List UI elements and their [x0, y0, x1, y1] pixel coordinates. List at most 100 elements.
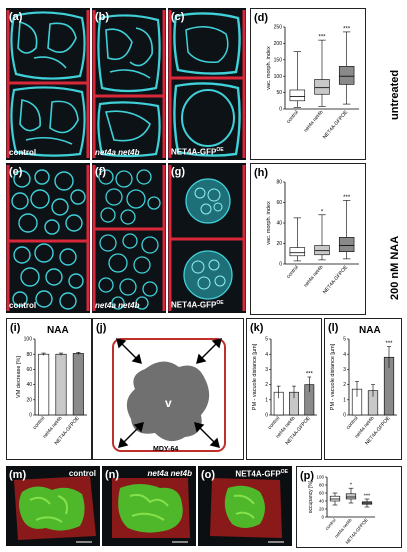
render-n-image — [102, 466, 196, 546]
chart-d: 0 50 100 150 200 250 vac. morph. index control *… — [250, 8, 366, 160]
d-y-tick-label: 50 — [276, 90, 282, 96]
h-y-axis-label: vac. morph. index — [266, 201, 272, 245]
chart-p: 0 20 40 60 80 100 occupancy [%] control * net4a n… — [296, 466, 402, 548]
panel-label-m: (m) — [9, 469, 27, 481]
diagram-j: v MDY-64 (j) — [92, 318, 244, 460]
micrograph-f-image — [92, 163, 166, 313]
h-category-label: NET4A-GFPOE — [322, 264, 350, 295]
panel-label-i: (i) — [10, 322, 21, 334]
panel-caption-g: NET4A-GFPOE — [171, 300, 224, 310]
l-y-tick-label: 1 — [343, 397, 346, 403]
panel-label-l: (l) — [328, 322, 339, 334]
k-y-tick-label: 3 — [265, 367, 268, 373]
render-o-image — [198, 466, 292, 546]
k-y-tick-label: 0 — [265, 413, 268, 419]
d-box — [314, 79, 330, 95]
d-category-label: net4a net4b — [303, 109, 325, 133]
micrograph-e: (e) control — [6, 163, 90, 313]
k-significance: *** — [306, 372, 314, 378]
panel-label-g: (g) — [171, 166, 186, 178]
chart-l-title: NAA — [359, 325, 381, 336]
d-y-tick-label: 150 — [274, 57, 283, 63]
p-y-axis-label: occupancy [%] — [308, 480, 314, 513]
micrograph-f: (f) net4a net4b — [92, 163, 166, 313]
micrograph-a-image — [6, 8, 90, 160]
p-significance: *** — [364, 494, 371, 500]
chart-h: 0 20 40 60 80 vac. morph. index control * net4a … — [250, 163, 366, 315]
panel-caption-f: net4a net4b — [95, 301, 140, 310]
panel-caption-m: control — [68, 469, 96, 478]
p-y-tick-label: 100 — [316, 475, 324, 480]
l-category-label: control — [345, 415, 359, 430]
d-y-tick-label: 100 — [274, 74, 283, 80]
panel-label-h: (h) — [254, 167, 269, 179]
i-y-tick-label: 60 — [26, 367, 32, 373]
h-category-label: control — [286, 264, 300, 279]
h-y-tick-label: 80 — [276, 180, 282, 186]
h-y-tick-label: 40 — [276, 221, 282, 227]
k-y-tick-label: 1 — [265, 397, 268, 403]
h-significance: *** — [343, 195, 351, 201]
p-y-tick-label: 60 — [319, 491, 325, 496]
panel-label-b: (b) — [95, 11, 110, 23]
diagram-j-svg: v MDY-64 — [112, 338, 226, 453]
chart-i-title: NAA — [47, 325, 69, 336]
i-y-tick-label: 100 — [24, 337, 33, 343]
panel-label-o: (o) — [201, 469, 216, 481]
i-category-label: control — [32, 415, 46, 430]
panel-caption-e: control — [9, 301, 37, 310]
k-y-axis-label: PM - vacuole distance [µm] — [252, 343, 258, 410]
i-y-tick-label: 20 — [26, 397, 32, 403]
d-category-label: NET4A-GFPOE — [322, 109, 350, 140]
chart-d-svg: 0 50 100 150 200 250 vac. morph. index control *… — [266, 25, 359, 140]
h-box — [338, 237, 355, 252]
d-y-tick-label: 250 — [274, 25, 283, 31]
i-y-axis-label: VM decrease [%] — [16, 356, 22, 398]
micrograph-g-image — [168, 163, 246, 313]
p-box — [345, 493, 357, 500]
panel-label-f: (f) — [95, 166, 106, 178]
diagram-j-caption: MDY-64 — [153, 446, 178, 453]
render-m-image — [6, 466, 100, 546]
l-y-axis-label: PM - vacuole distance [µm] — [330, 343, 336, 410]
h-significance: * — [321, 209, 324, 215]
micrograph-a: (a) control — [6, 8, 90, 160]
panel-label-a: (a) — [9, 11, 23, 23]
micrograph-e-image — [6, 163, 90, 313]
panel-caption-n: net4a net4b — [147, 469, 192, 478]
panel-caption-c: NET4A-GFPOE — [171, 147, 224, 157]
micrograph-b-image — [92, 8, 166, 160]
i-bar — [55, 353, 67, 416]
i-y-tick-label: 80 — [26, 352, 32, 358]
p-y-tick-label: 0 — [321, 515, 324, 520]
i-y-tick-label: 40 — [26, 382, 32, 388]
panel-label-j: (j) — [96, 322, 107, 334]
h-category-label: net4a net4b — [303, 264, 325, 288]
d-y-tick-label: 0 — [279, 107, 282, 113]
p-y-tick-label: 80 — [319, 483, 325, 488]
render-o: (o) NET4A-GFPOE — [198, 466, 292, 546]
panel-caption-a: control — [9, 148, 37, 157]
chart-i: 0 20 40 60 80 100 VM decrease [%] control net4a … — [6, 318, 92, 460]
panel-label-e: (e) — [9, 166, 23, 178]
micrograph-g: (g) NET4A-GFPOE — [168, 163, 246, 313]
h-box — [314, 245, 330, 256]
p-y-tick-label: 20 — [319, 507, 325, 512]
micrograph-c-image — [168, 8, 246, 160]
l-y-tick-label: 5 — [343, 337, 346, 343]
i-y-tick-label: 0 — [29, 413, 32, 419]
render-m: (m) control — [6, 466, 100, 546]
k-category-label: control — [267, 415, 281, 430]
k-y-tick-label: 2 — [265, 382, 268, 388]
l-y-tick-label: 2 — [343, 382, 346, 388]
panel-label-p: (p) — [300, 470, 315, 482]
micrograph-b: (b) net4a net4b — [92, 8, 166, 160]
d-y-tick-label: 200 — [274, 41, 283, 47]
panel-label-c: (c) — [171, 11, 185, 23]
side-label-naa: 200 nM NAA — [389, 235, 401, 300]
l-significance: *** — [385, 341, 393, 347]
